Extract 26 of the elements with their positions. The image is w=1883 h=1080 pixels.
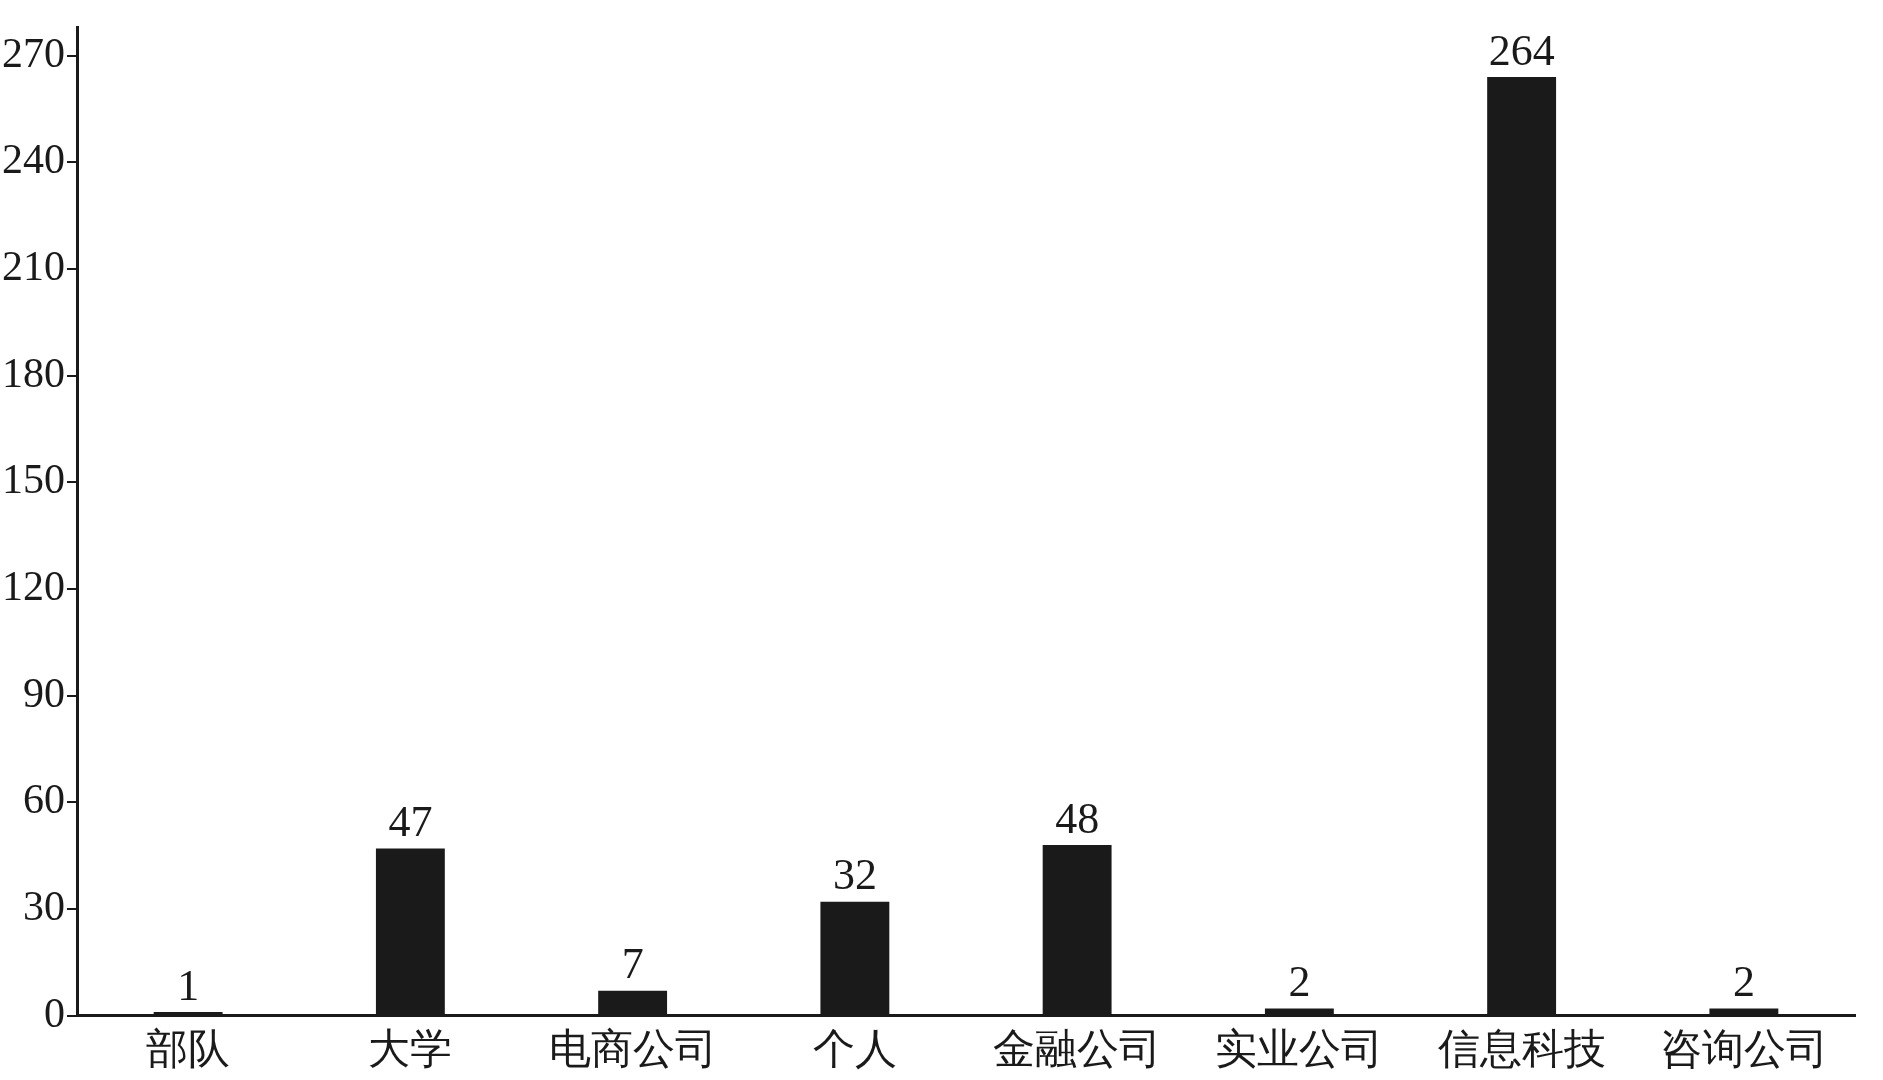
data-label: 264 [1488,25,1555,75]
data-label: 47 [388,797,433,847]
x-tick-label: 信息科技 [1437,1025,1606,1072]
y-tick-label: 30 [23,882,65,929]
data-label: 7 [621,939,644,989]
x-tick-label: 实业公司 [1215,1025,1384,1072]
y-tick-label: 60 [23,776,65,823]
y-tick-label: 0 [44,989,65,1036]
data-label: 48 [1055,793,1100,843]
x-tick-label: 个人 [812,1025,897,1072]
x-tick-label: 大学 [368,1025,453,1072]
data-label: 2 [1288,957,1311,1007]
data-label: 32 [832,850,877,900]
y-tick-label: 210 [2,243,65,289]
y-tick-label: 90 [23,669,65,716]
x-tick-label: 电商公司 [548,1025,717,1072]
y-tick-label: 180 [2,349,65,396]
data-label: 1 [177,960,200,1010]
y-tick-label: 240 [2,136,65,183]
x-tick-label: 咨询公司 [1659,1025,1828,1072]
y-tick-label: 120 [2,562,65,609]
x-tick-label: 金融公司 [993,1025,1162,1072]
x-tick-label: 部队 [146,1025,231,1072]
y-tick-label: 150 [2,456,65,503]
data-label: 2 [1732,957,1755,1007]
y-tick-label: 270 [2,29,65,76]
